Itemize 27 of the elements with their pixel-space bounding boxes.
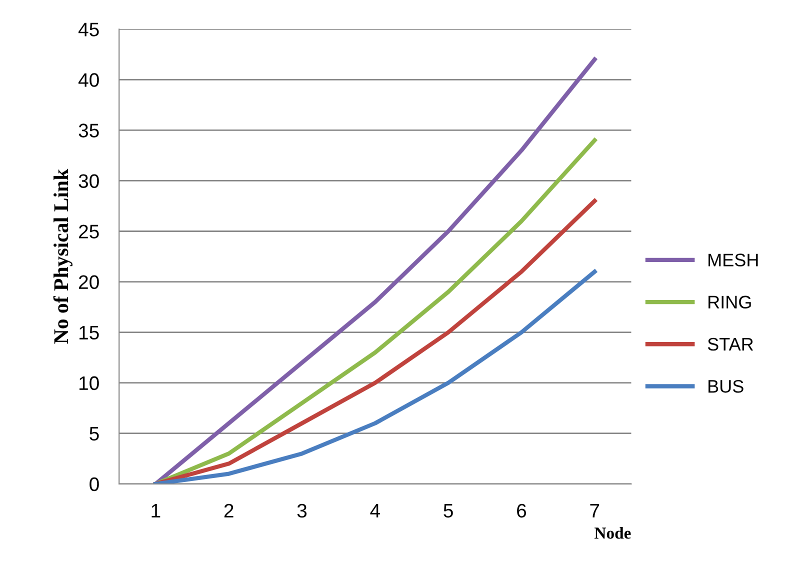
y-tick-label: 20: [79, 275, 99, 290]
y-axis-title: No of Physical Link: [53, 168, 72, 344]
x-tick-label: 3: [297, 504, 307, 518]
x-tick-label: 1: [152, 504, 160, 518]
y-tick-label: 40: [78, 73, 99, 87]
y-tick-label: 5: [90, 427, 99, 441]
legend-label: BUS: [708, 380, 744, 393]
x-tick-label: 2: [224, 504, 234, 518]
x-tick-label: 6: [517, 504, 526, 518]
line-series: [154, 198, 597, 484]
x-axis-title: Node: [594, 527, 631, 539]
legend-label: RING: [708, 296, 751, 309]
y-tick-label: 15: [80, 326, 99, 340]
legend-label: STAR: [708, 338, 754, 351]
y-tick-label: 35: [78, 124, 99, 138]
line-series: [154, 270, 597, 484]
y-tick-label: 30: [78, 174, 99, 188]
x-tick-label: 4: [370, 504, 380, 518]
y-tick-label: 10: [80, 376, 99, 390]
y-tick-label: 45: [78, 22, 99, 36]
line-series: [154, 57, 597, 484]
x-tick-label: 7: [590, 504, 600, 518]
legend-label: MESH: [708, 254, 758, 266]
y-tick-label: 25: [79, 224, 99, 238]
line-series: [154, 138, 597, 484]
x-tick-label: 5: [444, 504, 453, 518]
y-tick-label: 0: [90, 477, 99, 492]
